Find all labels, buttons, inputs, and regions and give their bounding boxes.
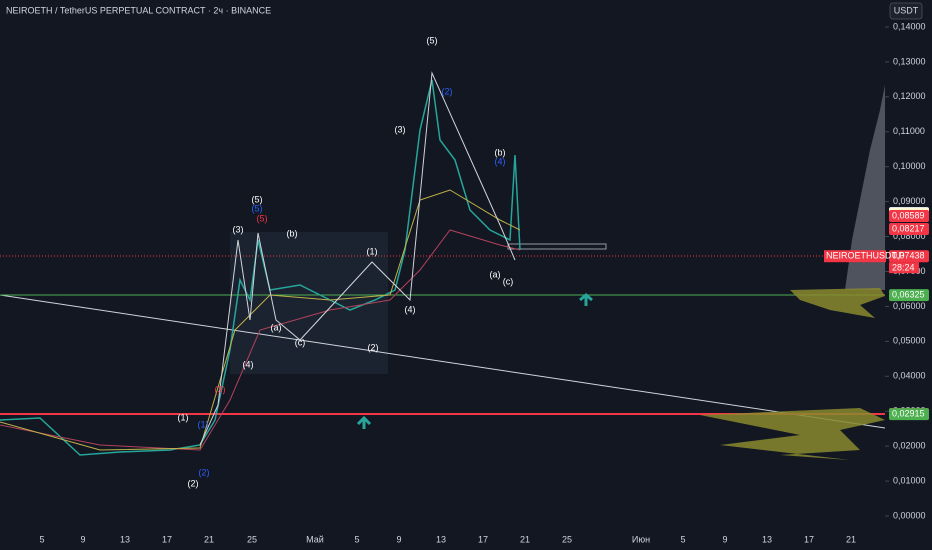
x-tick-label: Июн: [632, 534, 650, 544]
wave-label: (4): [495, 156, 506, 166]
y-tick-label: 0,13000: [893, 56, 926, 66]
price-tag-label: 0,08217: [892, 223, 925, 233]
x-tick-label: 13: [762, 534, 772, 544]
y-tick-label: 0,05000: [893, 336, 926, 346]
price-tag-label: 0,02915: [892, 409, 925, 419]
wave-label: (b): [495, 147, 506, 157]
wave-label: (2): [199, 467, 210, 477]
countdown-tag: [889, 262, 919, 274]
y-tick-label: 0,00000: [893, 510, 926, 520]
wave-label: (a): [490, 269, 501, 279]
y-tick-label: 0,01000: [893, 475, 926, 485]
wave-label: (c): [503, 276, 514, 286]
wave-label: (a): [271, 322, 282, 332]
x-tick-label: 9: [396, 534, 401, 544]
price-tag: [889, 222, 929, 235]
price-axis: [885, 0, 932, 550]
x-tick-label: 25: [247, 534, 257, 544]
price-path: [0, 79, 521, 456]
price-tag-label: 0,07438: [892, 251, 925, 261]
volume-profile: [700, 408, 885, 460]
price-tag-label: 0,06325: [892, 289, 925, 299]
arrow-icon: [356, 415, 372, 429]
wave-label: (b): [287, 228, 298, 238]
currency-button[interactable]: [889, 2, 923, 20]
x-tick-label: 21: [520, 534, 530, 544]
volume-profile: [845, 85, 885, 290]
x-tick-label: 17: [804, 534, 814, 544]
countdown-label: 28:24: [892, 263, 915, 273]
wave-label: (1): [178, 412, 189, 422]
y-tick-label: 0,02000: [893, 441, 926, 451]
wave-label: (3): [395, 124, 406, 134]
wave-label: (4): [243, 359, 254, 369]
wave-label: (1): [367, 246, 378, 256]
x-tick-label: 9: [80, 534, 85, 544]
wave-label: (c): [295, 337, 306, 347]
wave-label: (2): [368, 342, 379, 352]
trend-line: [0, 294, 886, 429]
x-tick-label: 17: [478, 534, 488, 544]
wave-label: (5): [252, 194, 263, 204]
price-tag: [889, 250, 929, 263]
x-tick-label: Май: [306, 534, 324, 544]
wave-label: (5): [252, 203, 263, 213]
wave-label: (2): [442, 86, 453, 96]
y-tick-label: 0,12000: [893, 91, 926, 101]
moving-average: [0, 189, 521, 451]
x-tick-label: 21: [204, 534, 214, 544]
volume-profile: [790, 288, 885, 318]
wave-label: (5): [427, 35, 438, 45]
symbol-tag-label: NEIROETHUSDT.P: [826, 251, 905, 261]
y-tick-label: 0,10000: [893, 161, 926, 171]
currency-label[interactable]: USDT: [894, 5, 919, 15]
y-tick-label: 0,04000: [893, 371, 926, 381]
x-tick-label: 21: [846, 534, 856, 544]
header-title: NEIROETH / TetherUS PERPETUAL CONTRACT ·…: [6, 5, 271, 15]
arrow-icon: [579, 293, 593, 306]
x-tick-label: 13: [436, 534, 446, 544]
price-tag: [889, 408, 929, 421]
price-tag-label: 0,08589: [892, 210, 925, 220]
wave-label: (4): [405, 304, 416, 314]
x-tick-label: 5: [39, 534, 44, 544]
x-tick-label: 5: [354, 534, 359, 544]
range-box: [230, 232, 388, 374]
x-tick-label: 13: [120, 534, 130, 544]
y-tick-label: 0,06000: [893, 301, 926, 311]
x-tick-label: 25: [562, 534, 572, 544]
price-tag: [889, 289, 929, 302]
x-tick-label: 5: [680, 534, 685, 544]
symbol-tag: [824, 250, 886, 263]
y-tick-label: 0,08000: [893, 231, 926, 241]
wave-label: (1): [198, 419, 209, 429]
wave-label: (3): [233, 224, 244, 234]
y-tick-label: 0,11000: [893, 126, 925, 136]
x-tick-label: 17: [162, 534, 172, 544]
wave-label: (5): [257, 213, 268, 223]
wave-label: (3): [215, 384, 226, 394]
wave-path: [199, 71, 516, 446]
y-tick-label: 0,14000: [893, 21, 926, 31]
x-tick-label: 9: [722, 534, 727, 544]
price-tag: [889, 209, 929, 222]
wave-label: (2): [188, 478, 199, 488]
y-tick-label: 0,09000: [893, 196, 926, 206]
